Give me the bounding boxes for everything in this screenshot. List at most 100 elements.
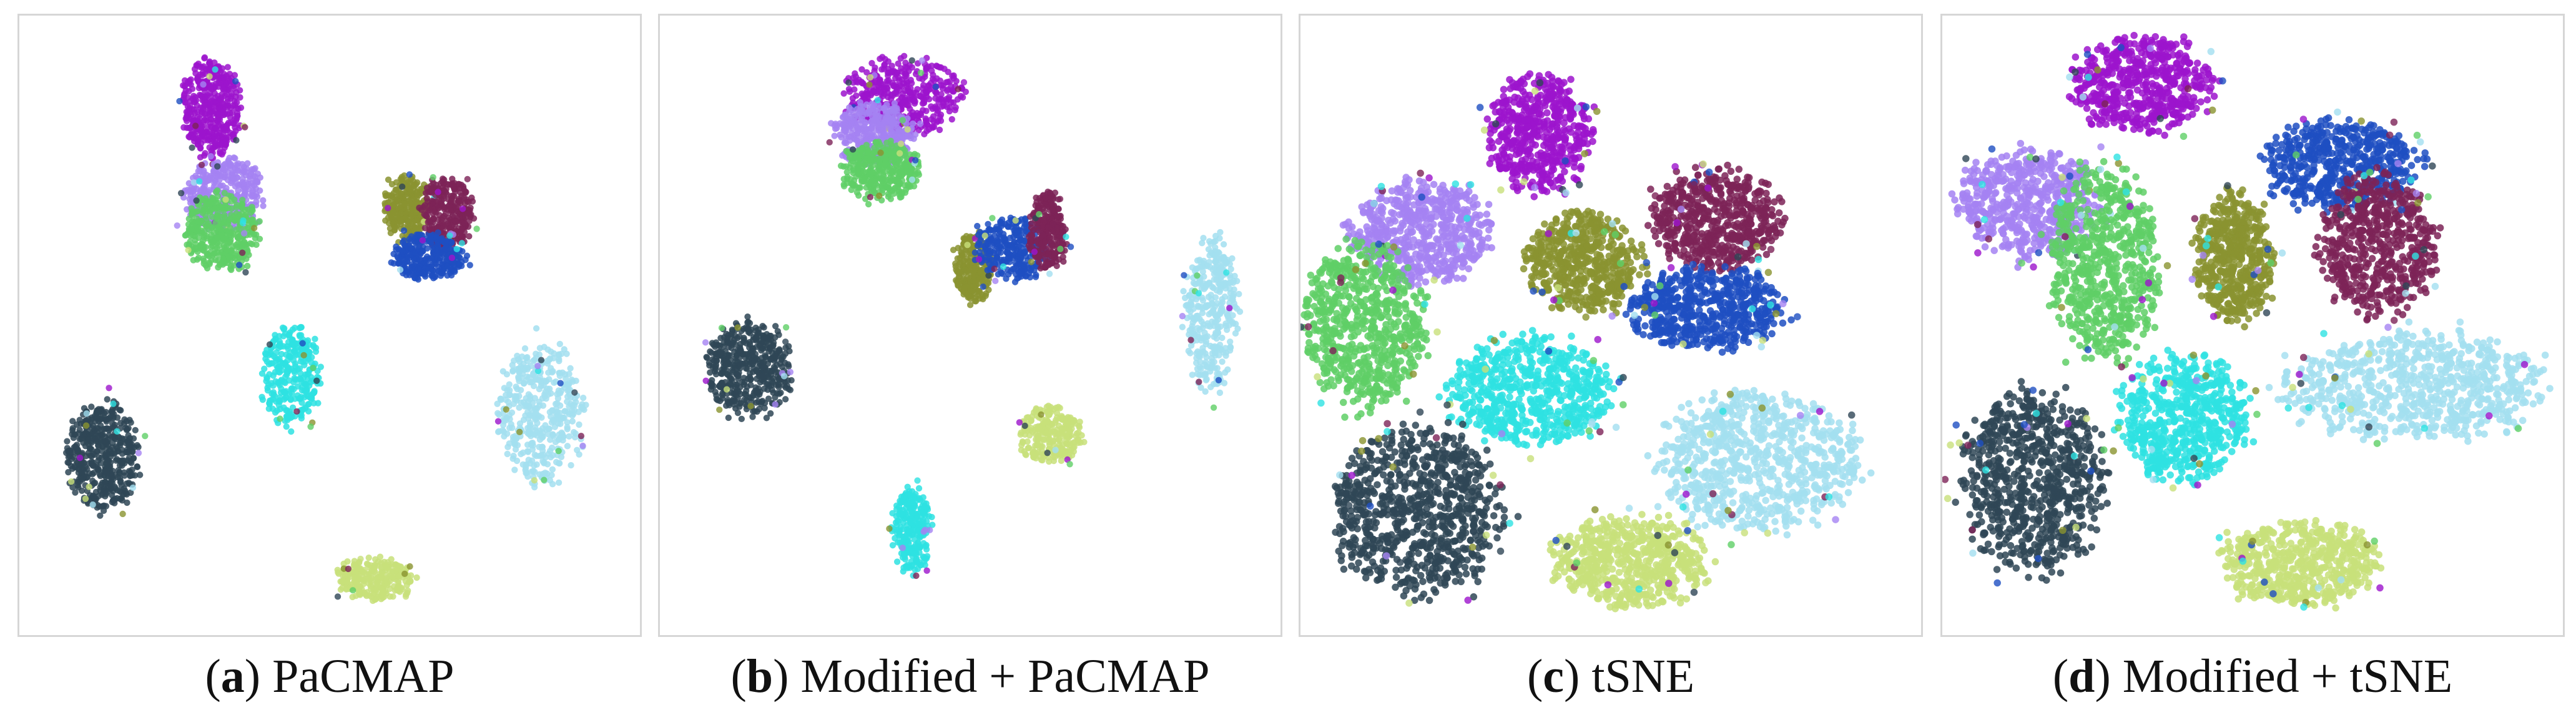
scatter-point <box>533 452 540 460</box>
scatter-point <box>509 455 516 462</box>
scatter-point <box>217 226 224 233</box>
scatter-point <box>555 351 563 358</box>
scatter-point <box>388 215 395 222</box>
scatter-point <box>263 347 270 353</box>
scatter-point <box>416 204 423 211</box>
scatter-point <box>428 239 435 246</box>
scatter-point <box>515 375 522 382</box>
scatter-point <box>885 114 892 121</box>
scatter-point <box>932 88 938 95</box>
scatter-point-outlier <box>214 163 221 170</box>
scatter-point <box>837 162 845 169</box>
scatter-point <box>552 438 559 446</box>
scatter-point <box>413 574 420 581</box>
scatter-point <box>291 348 298 355</box>
scatter-point <box>266 400 273 407</box>
scatter-point <box>200 167 207 174</box>
scatter-point <box>934 109 941 117</box>
scatter-point <box>82 443 89 450</box>
scatter-point <box>261 365 268 372</box>
scatter-point <box>447 198 455 205</box>
scatter-point <box>882 177 889 184</box>
scatter-point <box>461 220 468 227</box>
scatter-point <box>526 460 534 467</box>
scatter-point <box>846 88 853 95</box>
scatter-point <box>302 405 309 412</box>
scatter-point-outlier <box>114 428 120 435</box>
scatter-point <box>204 265 211 272</box>
scatter-point <box>191 109 199 117</box>
scatter-point <box>506 392 514 398</box>
scatter-point-outlier <box>198 161 205 169</box>
scatter-point <box>398 190 405 197</box>
scatter-point <box>524 448 531 455</box>
scatter-point <box>564 409 572 416</box>
scatter-point-outlier <box>192 122 199 129</box>
scatter-point <box>416 265 423 273</box>
scatter-point <box>868 60 875 67</box>
scatter-point <box>257 187 263 194</box>
scatter-point <box>195 84 203 92</box>
scatter-point <box>272 355 279 362</box>
scatter-point <box>207 249 214 256</box>
scatter-point <box>351 575 358 581</box>
scatter-point <box>885 72 892 79</box>
scatter-point <box>382 563 390 570</box>
scatter-point <box>279 324 287 331</box>
scatter-point <box>200 237 207 244</box>
scatter-point <box>887 137 894 144</box>
scatter-point-outlier <box>277 415 283 422</box>
scatter-point <box>297 358 304 365</box>
scatter-point-outlier <box>874 97 881 104</box>
scatter-point-outlier <box>110 400 117 407</box>
scatter-point <box>210 98 217 106</box>
scatter-point <box>524 473 531 480</box>
scatter-point <box>224 111 231 117</box>
scatter-point <box>539 443 546 450</box>
scatter-point <box>408 261 415 268</box>
scatter-point-outlier <box>426 226 433 234</box>
scatter-point <box>504 450 511 458</box>
scatter-point <box>559 436 566 444</box>
scatter-point <box>259 396 267 403</box>
scatter-point <box>893 155 900 162</box>
scatter-point <box>91 430 99 437</box>
scatter-point <box>273 349 280 356</box>
scatter-point <box>863 69 870 76</box>
scatter-point <box>555 479 563 486</box>
scatter-point <box>556 357 563 365</box>
scatter-point <box>528 440 535 447</box>
scatter-point <box>870 101 877 109</box>
scatter-point <box>521 345 529 352</box>
scatter-point-outlier <box>82 495 89 502</box>
scatter-point <box>390 250 397 257</box>
scatter-point <box>552 400 559 408</box>
scatter-point <box>546 476 554 484</box>
scatter-point <box>240 239 247 246</box>
scatter-point <box>933 75 940 82</box>
scatter-point <box>953 77 960 85</box>
scatter-point <box>286 390 293 397</box>
scatter-point <box>125 454 133 461</box>
scatter-point <box>109 439 116 446</box>
scatter-point <box>101 410 107 417</box>
scatter-point <box>233 201 240 209</box>
scatter-point <box>536 351 543 358</box>
scatter-point <box>102 437 109 445</box>
scatter-point <box>858 107 865 114</box>
scatter-point <box>205 102 212 109</box>
scatter-point <box>915 127 922 134</box>
scatter-point <box>270 372 277 379</box>
scatter-point-outlier <box>240 230 248 237</box>
scatter-point <box>898 82 905 90</box>
scatter-point <box>950 72 957 79</box>
scatter-point <box>416 257 423 264</box>
scatter-point <box>882 153 890 160</box>
scatter-point <box>214 193 222 200</box>
scatter-point <box>946 107 953 115</box>
cluster-cyan <box>258 323 324 435</box>
scatter-point-outlier <box>238 249 246 256</box>
scatter-point <box>308 353 315 361</box>
scatter-point <box>904 168 911 175</box>
scatter-point-outlier <box>345 565 351 573</box>
